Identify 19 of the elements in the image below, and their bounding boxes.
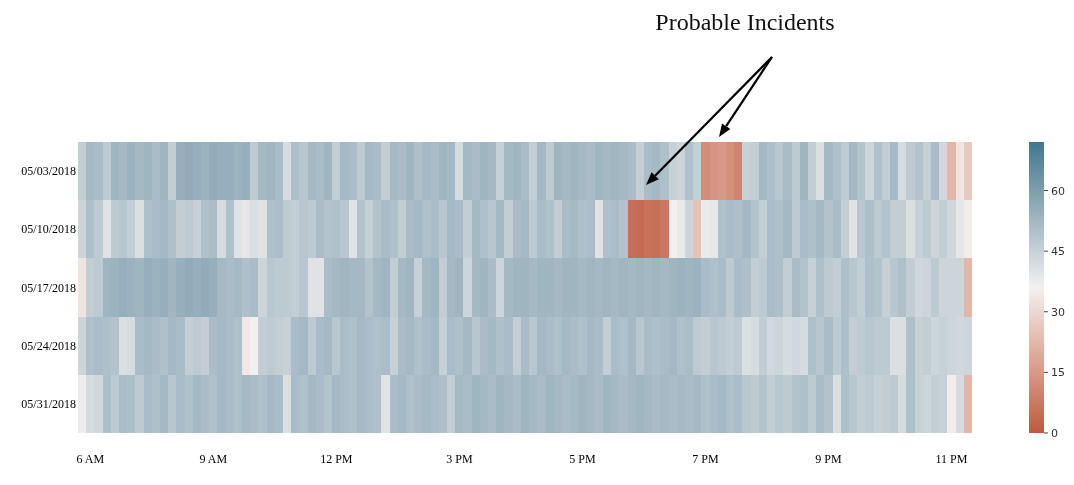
x-tick-label: 9 PM	[815, 452, 842, 466]
x-tick-label: 11 PM	[935, 452, 968, 466]
x-tick-label: 12 PM	[320, 452, 353, 466]
y-tick-label: 05/31/2018	[21, 396, 76, 411]
color-bar-label: 15	[1051, 366, 1065, 380]
x-tick-label: 7 PM	[692, 452, 719, 466]
y-tick-label: 05/17/2018	[21, 280, 76, 295]
color-bar-label: 60	[1051, 184, 1065, 198]
x-tick-label: 5 PM	[569, 452, 596, 466]
x-tick-label: 9 AM	[199, 452, 228, 466]
y-tick-label: 05/10/2018	[21, 222, 76, 237]
x-tick-label: 3 PM	[446, 452, 473, 466]
color-bar-label: 45	[1051, 245, 1065, 259]
color-bar-label: 0	[1051, 427, 1058, 440]
y-tick-label: 05/03/2018	[21, 164, 76, 179]
x-tick-label: 6 AM	[76, 452, 105, 466]
y-tick-label: 05/24/2018	[21, 338, 76, 353]
color-bar-label: 30	[1051, 305, 1065, 319]
text: Probable Incidents	[655, 9, 835, 35]
